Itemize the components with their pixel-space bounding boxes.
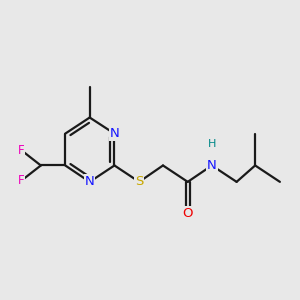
- Text: H: H: [208, 140, 216, 149]
- Text: N: N: [110, 127, 119, 140]
- Text: N: N: [85, 176, 94, 188]
- Text: N: N: [207, 159, 217, 172]
- Text: O: O: [182, 207, 193, 220]
- Text: F: F: [18, 174, 24, 188]
- Text: S: S: [135, 176, 143, 188]
- Text: F: F: [18, 143, 24, 157]
